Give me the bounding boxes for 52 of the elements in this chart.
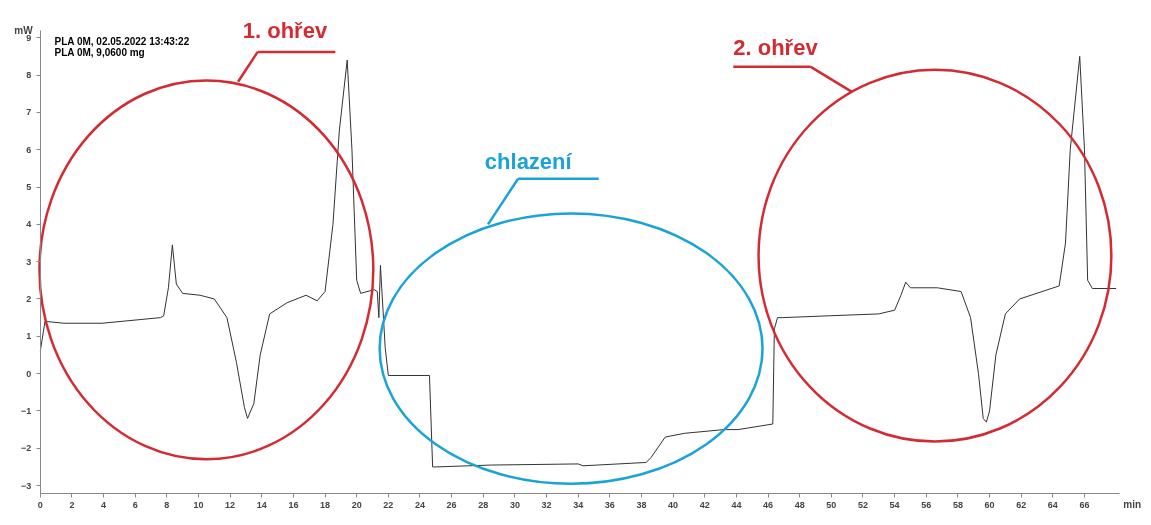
x-tick-label: 40	[668, 500, 679, 511]
annotation: chlazení	[484, 148, 573, 174]
x-tick-label: 4	[101, 500, 107, 511]
x-tick-label: 62	[1016, 500, 1027, 511]
x-tick-label: 12	[225, 500, 236, 511]
annotation: PLA 0M, 9,0600 mg	[54, 47, 145, 59]
x-tick-label: 52	[857, 500, 868, 511]
x-tick-label: 36	[604, 500, 615, 511]
x-tick-label: 56	[921, 500, 932, 511]
x-tick-label: 30	[509, 500, 520, 511]
x-tick-label: 38	[636, 500, 647, 511]
x-tick-label: 22	[383, 500, 394, 511]
y-tick-label: −2	[21, 443, 32, 454]
y-tick-label: −3	[21, 480, 32, 491]
x-tick-label: 26	[446, 500, 457, 511]
x-tick-label: 48	[794, 500, 805, 511]
annotation: 1. ohřev	[242, 18, 328, 44]
x-tick-label: 46	[763, 500, 774, 511]
x-tick-label: 8	[164, 500, 170, 511]
y-tick-label: 5	[26, 182, 32, 193]
x-tick-label: 66	[1079, 500, 1090, 511]
x-axis-title: min	[1123, 498, 1142, 510]
y-tick-label: −1	[21, 405, 32, 416]
x-tick-label: 10	[193, 500, 204, 511]
x-tick-label: 24	[414, 500, 425, 511]
x-tick-label: 64	[1047, 500, 1058, 511]
x-tick-label: 54	[889, 500, 900, 511]
y-tick-label: 3	[26, 256, 32, 267]
x-tick-label: 18	[320, 500, 331, 511]
x-tick-label: 50	[826, 500, 837, 511]
x-tick-label: 32	[541, 500, 552, 511]
x-tick-label: 58	[952, 500, 963, 511]
y-tick-label: 8	[26, 70, 32, 81]
y-tick-label: 1	[26, 331, 32, 342]
x-tick-label: 42	[699, 500, 710, 511]
x-tick-label: 20	[351, 500, 362, 511]
x-tick-label: 14	[256, 500, 267, 511]
x-tick-label: 16	[288, 500, 299, 511]
x-tick-label: 34	[573, 500, 584, 511]
x-tick-label: 0	[37, 500, 43, 511]
x-tick-label: 28	[478, 500, 489, 511]
x-tick-label: 44	[731, 500, 742, 511]
y-tick-label: 2	[26, 293, 32, 304]
y-tick-label: 6	[26, 144, 32, 155]
y-tick-label: 7	[26, 107, 32, 118]
y-tick-label: 4	[26, 219, 32, 230]
annotation: PLA 0M, 02.05.2022 13:43:22	[54, 36, 190, 48]
x-tick-label: 6	[132, 500, 138, 511]
x-tick-label: 60	[984, 500, 995, 511]
annotation: 2. ohřev	[733, 35, 819, 61]
y-tick-label: 0	[26, 368, 32, 379]
x-tick-label: 2	[69, 500, 75, 511]
